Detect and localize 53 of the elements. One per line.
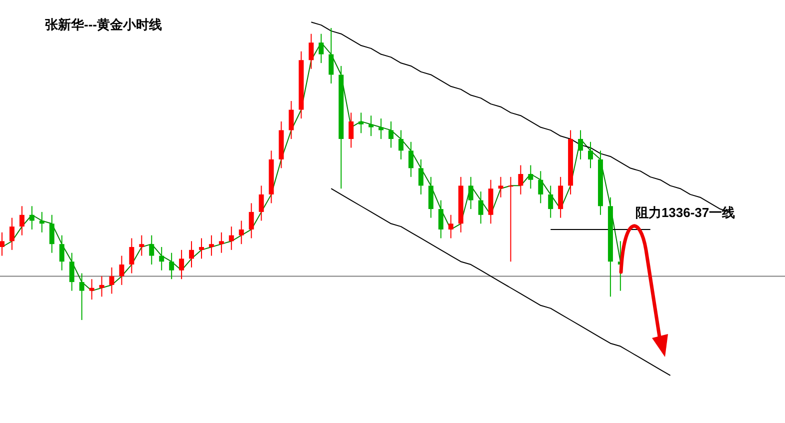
candlestick xyxy=(238,220,244,245)
candlestick xyxy=(318,33,324,64)
candlestick xyxy=(468,176,474,210)
candlestick xyxy=(438,200,444,239)
candlestick xyxy=(139,234,144,256)
candlestick xyxy=(149,234,154,266)
candlestick xyxy=(218,232,224,254)
candlestick xyxy=(159,246,164,271)
candlestick xyxy=(39,211,44,233)
candlestick xyxy=(0,232,4,256)
candlestick xyxy=(228,226,234,250)
candlestick xyxy=(99,276,104,298)
candlestick xyxy=(518,164,524,195)
candlestick xyxy=(189,240,194,268)
candlestick xyxy=(498,176,504,198)
candlestick xyxy=(49,214,54,254)
candlestick xyxy=(208,234,214,256)
candlestick xyxy=(528,164,534,190)
candlestick xyxy=(69,252,74,292)
candlestick xyxy=(448,214,454,239)
candlestick xyxy=(428,176,434,218)
candlestick xyxy=(109,266,114,294)
candlestick xyxy=(89,278,94,300)
candlestick xyxy=(508,176,514,262)
candlestick xyxy=(368,115,374,137)
candlestick xyxy=(129,238,134,274)
candlestick xyxy=(538,170,544,204)
candlestick xyxy=(588,141,593,169)
candlestick xyxy=(558,176,564,218)
chart-title: 张新华---黄金小时线 xyxy=(45,17,162,32)
candlestick xyxy=(348,112,354,148)
candlestick xyxy=(288,100,294,140)
candlestick xyxy=(19,206,24,236)
candlestick xyxy=(408,141,414,178)
candlestick xyxy=(59,234,64,271)
candlestick xyxy=(478,191,484,224)
candlestick xyxy=(398,130,404,160)
candlestick xyxy=(308,33,314,70)
candlestick xyxy=(79,272,84,320)
candlestick xyxy=(388,120,394,148)
candlestick xyxy=(29,206,34,230)
candlestick xyxy=(248,202,254,239)
candlestick xyxy=(179,249,184,280)
candlestick xyxy=(358,112,364,134)
candlestick xyxy=(198,238,204,260)
candlestick xyxy=(169,252,174,280)
candlestick xyxy=(328,28,334,84)
candlestick xyxy=(119,255,124,286)
candlestick xyxy=(578,130,584,160)
candlestick xyxy=(9,217,14,250)
candlestick xyxy=(258,185,264,222)
candlestick xyxy=(418,158,424,195)
candlestick xyxy=(548,185,554,218)
